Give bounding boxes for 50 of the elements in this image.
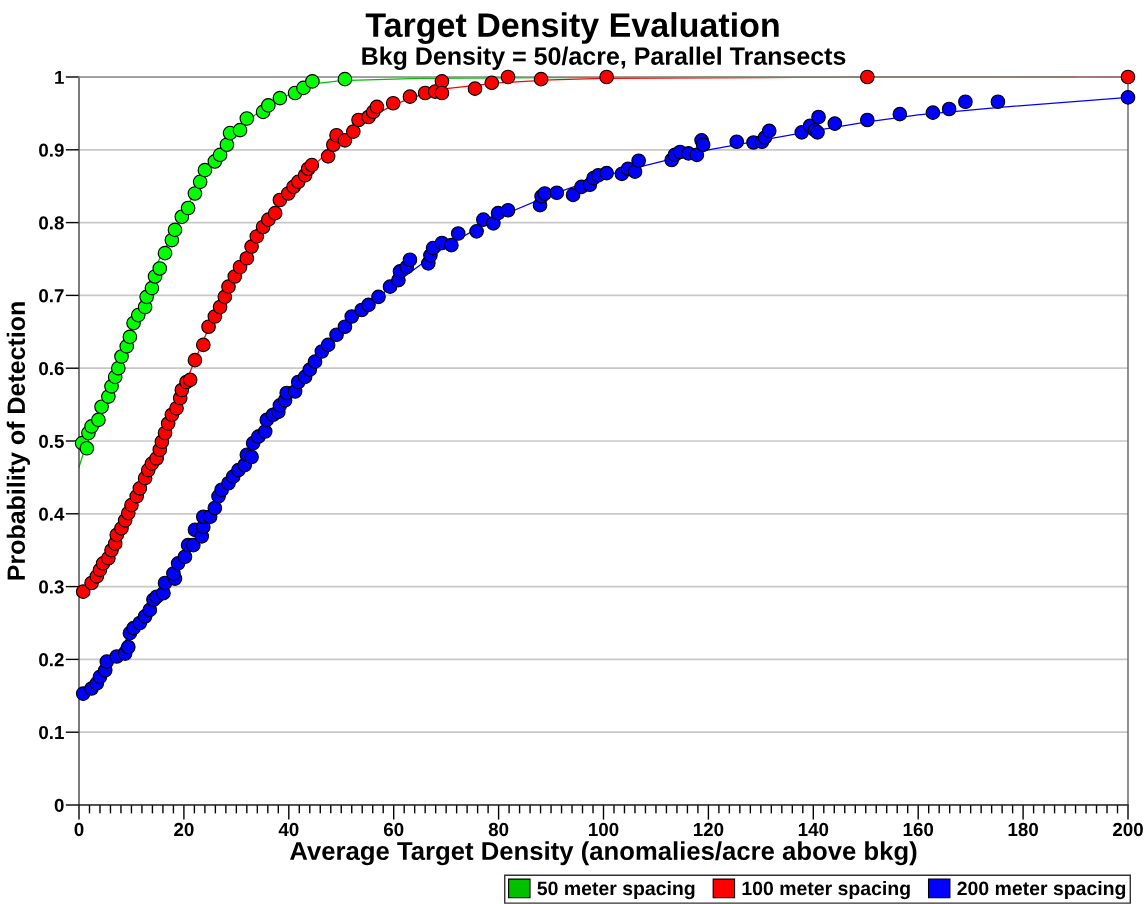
x-tick-label: 200 [1113,822,1143,837]
y-tick-label: 0 [54,798,64,812]
point [192,174,208,190]
x-tick-label: 20 [174,822,194,837]
point [180,200,196,216]
point [187,186,203,201]
point [91,412,106,428]
y-tick-label: 0.6 [39,361,64,376]
x-tick-label: 60 [383,822,404,837]
point [232,122,248,138]
point [79,440,95,456]
y-tick-label: 0.1 [39,725,64,740]
point [305,74,320,89]
point [337,71,353,87]
point [272,90,288,106]
x-tick-label: 80 [488,822,509,837]
y-axis-title: Probability of Detection [6,302,31,580]
x-tick-label: 180 [1008,822,1038,837]
point [94,399,109,415]
chart-title: Target Density Evaluation [365,12,779,44]
point [239,111,255,126]
x-tick-label: 160 [903,822,934,837]
x-tick-label: 0 [74,822,84,837]
x-tick-label: 120 [693,822,724,837]
y-tick-label: 1 [55,70,64,84]
x-tick-label: 100 [589,822,619,837]
y-tick-label: 0.9 [39,143,64,157]
legend-label: 200 meter spacing [957,881,1126,900]
x-tick-label: 140 [798,822,829,837]
y-tick-label: 0.8 [39,216,64,230]
point [167,222,183,238]
y-tick-label: 0.5 [39,434,64,448]
point [111,360,126,376]
point [212,147,228,163]
chart-subtitle: Bkg Density = 50/acre, Parallel Transects [362,46,846,70]
point [197,162,213,178]
point [144,280,160,296]
legend-label: 50 meter spacing [537,881,695,900]
point [157,245,173,261]
legend-label: 100 meter spacing [742,881,910,900]
x-tick-label: 40 [278,822,299,837]
y-tick-label: 0.7 [39,289,64,303]
y-tick-label: 0.2 [39,653,64,667]
point [152,261,168,276]
x-axis-title: Average Target Density (anomalies/acre above bkg) [290,841,917,866]
y-tick-label: 0.4 [39,507,65,521]
point [261,98,276,113]
y-tick-label: 0.3 [39,580,64,594]
point [122,329,138,345]
point [219,137,235,153]
